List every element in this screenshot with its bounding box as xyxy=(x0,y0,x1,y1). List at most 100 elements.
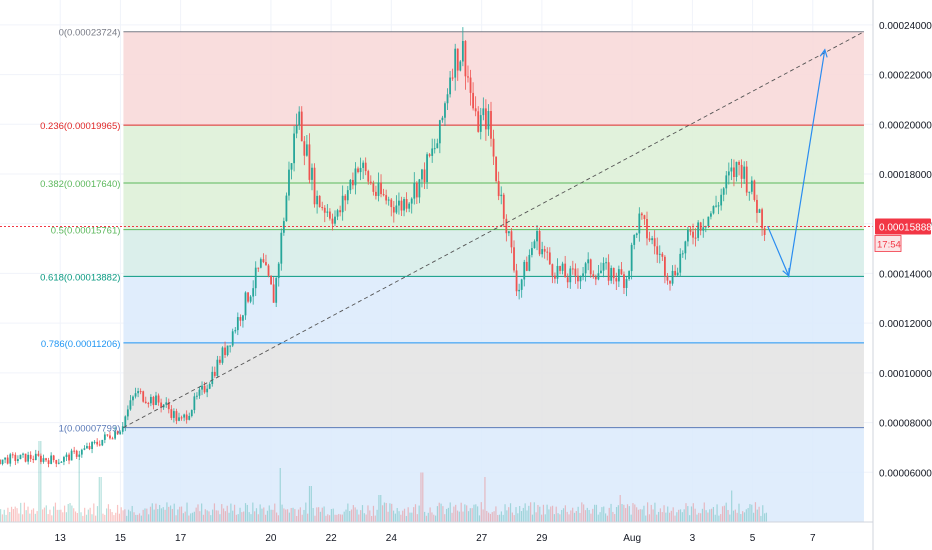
candle-body xyxy=(689,229,692,232)
volume-bar xyxy=(489,513,492,522)
volume-bar xyxy=(84,507,86,522)
volume-bar xyxy=(643,505,645,522)
candle-body xyxy=(738,161,740,165)
time-axis[interactable]: 13 15 17 20 22 24 27 29 Aug 3 5 7 xyxy=(0,521,873,544)
volume-bar xyxy=(144,508,146,522)
candle-body xyxy=(748,191,751,193)
volume-bar xyxy=(250,514,252,522)
volume-bar xyxy=(138,513,141,522)
volume-bar xyxy=(307,513,309,522)
volume-bar xyxy=(107,504,110,522)
time-tick-label: 27 xyxy=(476,533,488,544)
candle-body xyxy=(239,317,242,321)
candle-body xyxy=(155,395,157,406)
volume-bar xyxy=(621,504,623,522)
candle-body xyxy=(538,231,541,255)
candle-body xyxy=(328,211,331,219)
price-tick-label: 0.00012000 xyxy=(879,319,932,330)
volume-bar xyxy=(396,507,398,522)
volume-bar xyxy=(453,506,455,522)
volume-bar xyxy=(82,515,84,522)
candle-body xyxy=(392,207,395,213)
candle-body xyxy=(249,296,252,302)
volume-bar xyxy=(634,504,636,522)
volume-bar xyxy=(89,507,91,522)
candle-body xyxy=(318,195,321,208)
time-tick-label: 5 xyxy=(750,533,756,544)
volume-bar xyxy=(385,502,387,522)
volume-bar xyxy=(208,511,210,522)
price-axis[interactable]: 0.00024000 0.00022000 0.00020000 0.00018000… xyxy=(872,0,932,550)
volume-bar xyxy=(700,513,702,522)
candle-body xyxy=(589,259,592,275)
volume-bar xyxy=(116,504,119,522)
candle-body xyxy=(285,195,288,222)
fib-zone xyxy=(123,182,864,230)
candle-body xyxy=(208,384,211,389)
candle-body xyxy=(643,215,646,219)
price-tick-label: 0.00020000 xyxy=(879,120,932,131)
candle-body xyxy=(321,207,324,209)
volume-bar xyxy=(721,506,724,522)
volume-bar xyxy=(204,509,206,522)
volume-bar xyxy=(475,504,477,522)
volume-bar xyxy=(723,505,725,522)
candle-body xyxy=(334,216,336,224)
volume-bar xyxy=(341,514,343,522)
candle-body xyxy=(398,200,400,206)
candle-body xyxy=(502,194,505,219)
candle-body xyxy=(405,199,408,209)
volume-bar xyxy=(672,507,674,522)
volume-bar xyxy=(206,510,208,522)
volume-bar xyxy=(389,503,391,522)
volume-bar xyxy=(265,514,267,522)
volume-bar xyxy=(614,514,616,522)
volume-bar xyxy=(296,515,298,522)
candle-body xyxy=(382,194,385,196)
candle-body xyxy=(505,218,508,234)
volume-bar xyxy=(656,514,658,522)
candle-body xyxy=(157,395,160,403)
candle-body xyxy=(495,156,498,182)
candle-body xyxy=(635,233,638,236)
candle-body xyxy=(221,347,224,363)
candle-body xyxy=(756,199,758,213)
volume-bar xyxy=(80,512,82,522)
volume-bar xyxy=(122,510,124,522)
volume-bar xyxy=(93,503,95,522)
candle-body xyxy=(369,181,372,184)
candle-body xyxy=(60,461,63,463)
candle-body xyxy=(109,435,111,439)
volume-bar xyxy=(49,509,51,522)
volume-bar xyxy=(78,459,80,522)
fib-zone xyxy=(123,31,864,126)
volume-bar xyxy=(487,512,490,522)
volume-bar xyxy=(36,511,38,522)
price-badges: 0.00015888 17:54 xyxy=(874,218,932,252)
volume-bar xyxy=(676,512,678,522)
volume-bar xyxy=(95,515,97,522)
fib-zone xyxy=(123,342,864,428)
volume-bar xyxy=(506,510,508,522)
volume-bar xyxy=(604,513,607,522)
volume-bar xyxy=(498,514,501,522)
candle-body xyxy=(551,264,554,276)
volume-bar xyxy=(199,511,201,522)
volume-bar xyxy=(550,506,552,522)
volume-bar xyxy=(310,486,312,522)
candle-body xyxy=(564,263,567,278)
candle-body xyxy=(326,211,329,213)
candle-body xyxy=(185,414,188,420)
volume-bar xyxy=(336,514,338,522)
candle-body xyxy=(91,442,93,449)
volume-bar xyxy=(345,509,347,522)
candle-body xyxy=(178,417,180,421)
candle-body xyxy=(37,453,40,456)
candle-body xyxy=(743,166,746,179)
candle-body xyxy=(357,168,359,173)
volume-bar xyxy=(685,503,687,522)
candle-body xyxy=(6,457,9,464)
volume-bar xyxy=(186,502,188,522)
volume-bar xyxy=(480,502,482,522)
candle-body xyxy=(344,195,347,201)
